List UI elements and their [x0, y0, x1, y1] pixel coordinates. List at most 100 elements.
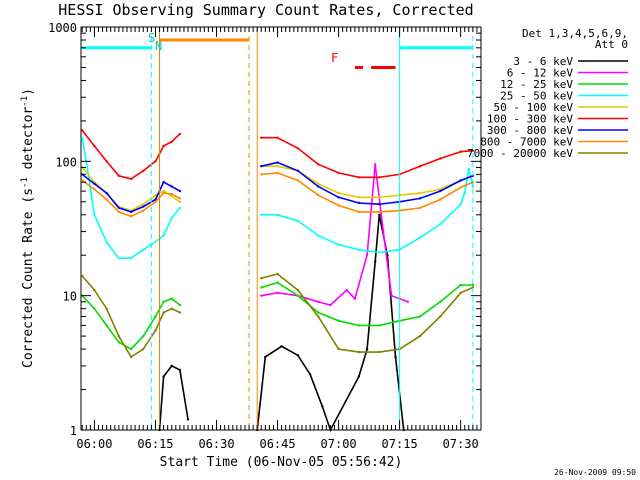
data-point-800-7000-kev — [170, 192, 173, 196]
x-tick-label: 06:30 — [198, 437, 234, 451]
data-point-12-25-kev — [260, 286, 263, 289]
data-point-12-25-kev — [162, 300, 165, 303]
data-point-800-7000-kev — [337, 204, 340, 207]
data-point-3-6-kev — [378, 213, 381, 216]
data-point-7000-20000-kev — [170, 307, 173, 310]
legend-label-50-100-kev: 50 - 100 keV — [494, 101, 574, 114]
data-point-100-300-kev — [162, 144, 165, 148]
data-point-12-25-kev — [296, 294, 300, 297]
data-point-3-6-kev — [374, 260, 377, 263]
data-point-25-50-kev — [418, 236, 422, 239]
data-point-25-50-kev — [260, 213, 263, 216]
data-point-6-12-kev — [260, 294, 263, 297]
data-point-100-300-kev — [81, 129, 84, 132]
series-layer — [81, 129, 475, 433]
y-axis-label-sup1: -1 — [20, 177, 30, 188]
data-point-12-25-kev — [142, 334, 145, 338]
series-line-12-25-kev — [261, 281, 473, 327]
data-point-800-7000-kev — [439, 198, 442, 201]
legend-label-300-800-kev: 300 - 800 keV — [487, 124, 573, 137]
y-tick-label: 100 — [55, 155, 77, 169]
data-point-800-7000-kev — [93, 188, 96, 191]
legend-label-6-12-kev: 6 - 12 keV — [507, 67, 574, 80]
data-point-25-50-kev — [439, 223, 442, 226]
data-point-7000-20000-kev — [162, 311, 165, 314]
data-point-7000-20000-kev — [117, 334, 121, 338]
legend-label-12-25-kev: 12 - 25 keV — [500, 78, 573, 91]
data-point-12-25-kev — [170, 297, 173, 300]
series-line-100-300-kev — [81, 129, 181, 180]
data-point-7000-20000-kev — [357, 350, 361, 354]
data-point-100-300-kev — [317, 163, 320, 166]
x-axis-ticks: 06:00 06:15 06:30 06:45 07:00 07:15 07:30 — [76, 27, 482, 451]
series-line-100-300-kev — [261, 136, 473, 179]
data-point-3-6-kev — [308, 373, 312, 376]
x-tick-label: 06:45 — [259, 437, 295, 451]
data-point-25-50-kev — [276, 213, 279, 216]
data-point-3-6-kev — [365, 347, 369, 351]
data-point-100-300-kev — [276, 136, 279, 139]
data-point-800-7000-kev — [142, 209, 145, 212]
data-point-3-6-kev — [296, 354, 300, 357]
y-tick-label: 10 — [63, 290, 77, 304]
data-point-25-50-kev — [357, 248, 361, 251]
data-point-25-50-kev — [105, 241, 108, 244]
data-point-3-6-kev — [357, 375, 361, 378]
data-point-25-50-kev — [129, 257, 133, 260]
data-point-12-25-kev — [337, 319, 340, 322]
data-point-800-7000-kev — [317, 194, 320, 197]
data-point-6-12-kev — [390, 294, 393, 297]
data-point-12-25-kev — [471, 283, 475, 287]
data-point-800-7000-kev — [129, 215, 133, 218]
y-tick-label: 1 — [70, 424, 77, 438]
data-point-100-300-kev — [296, 147, 300, 150]
data-point-800-7000-kev — [418, 206, 422, 210]
data-point-12-25-kev — [117, 341, 121, 344]
data-point-12-25-kev — [178, 303, 182, 307]
data-point-800-7000-kev — [459, 186, 462, 189]
data-point-300-800-kev — [418, 197, 422, 200]
data-point-300-800-kev — [439, 189, 442, 193]
data-point-50-100-kev — [276, 165, 279, 168]
data-point-800-7000-kev — [378, 210, 381, 214]
data-point-100-300-kev — [459, 150, 462, 153]
plot-frame — [80, 26, 482, 431]
data-point-50-100-kev — [170, 195, 173, 198]
data-point-800-7000-kev — [117, 210, 121, 214]
data-point-100-300-kev — [337, 171, 340, 175]
y-tick-label: 1000 — [48, 21, 77, 35]
series-line-300-800-kev — [81, 173, 181, 213]
data-point-50-100-kev — [439, 188, 442, 191]
chart-title: HESSI Observing Summary Count Rates, Cor… — [58, 1, 473, 19]
data-point-12-25-kev — [129, 347, 133, 351]
data-point-25-50-kev — [170, 216, 173, 219]
series-line-300-800-kev — [261, 161, 474, 206]
saa-flag-label: S — [148, 31, 155, 45]
data-point-25-50-kev — [178, 206, 182, 210]
data-point-300-800-kev — [117, 206, 121, 210]
data-point-7000-20000-kev — [81, 274, 84, 278]
legend-label-25-50-kev: 25 - 50 keV — [500, 90, 573, 103]
data-point-100-300-kev — [378, 176, 381, 179]
data-point-7000-20000-kev — [276, 272, 279, 276]
data-point-7000-20000-kev — [260, 277, 263, 280]
data-point-300-800-kev — [357, 201, 361, 205]
series-line-800-7000-kev — [81, 179, 181, 218]
data-point-7000-20000-kev — [178, 311, 182, 314]
data-point-50-100-kev — [378, 196, 381, 199]
data-point-6-12-kev — [317, 300, 320, 303]
data-point-3-6-kev — [280, 345, 283, 348]
data-point-800-7000-kev — [162, 191, 165, 195]
data-point-25-50-kev — [81, 136, 84, 139]
data-point-6-12-kev — [365, 254, 369, 257]
data-point-3-6-kev — [170, 364, 173, 368]
data-point-100-300-kev — [129, 177, 133, 181]
data-point-300-800-kev — [93, 182, 96, 185]
data-point-3-6-kev — [162, 375, 165, 378]
series-line-25-50-kev — [261, 168, 474, 254]
data-point-6-12-kev — [353, 297, 357, 300]
data-point-300-800-kev — [162, 180, 165, 184]
data-point-100-300-kev — [170, 140, 173, 143]
